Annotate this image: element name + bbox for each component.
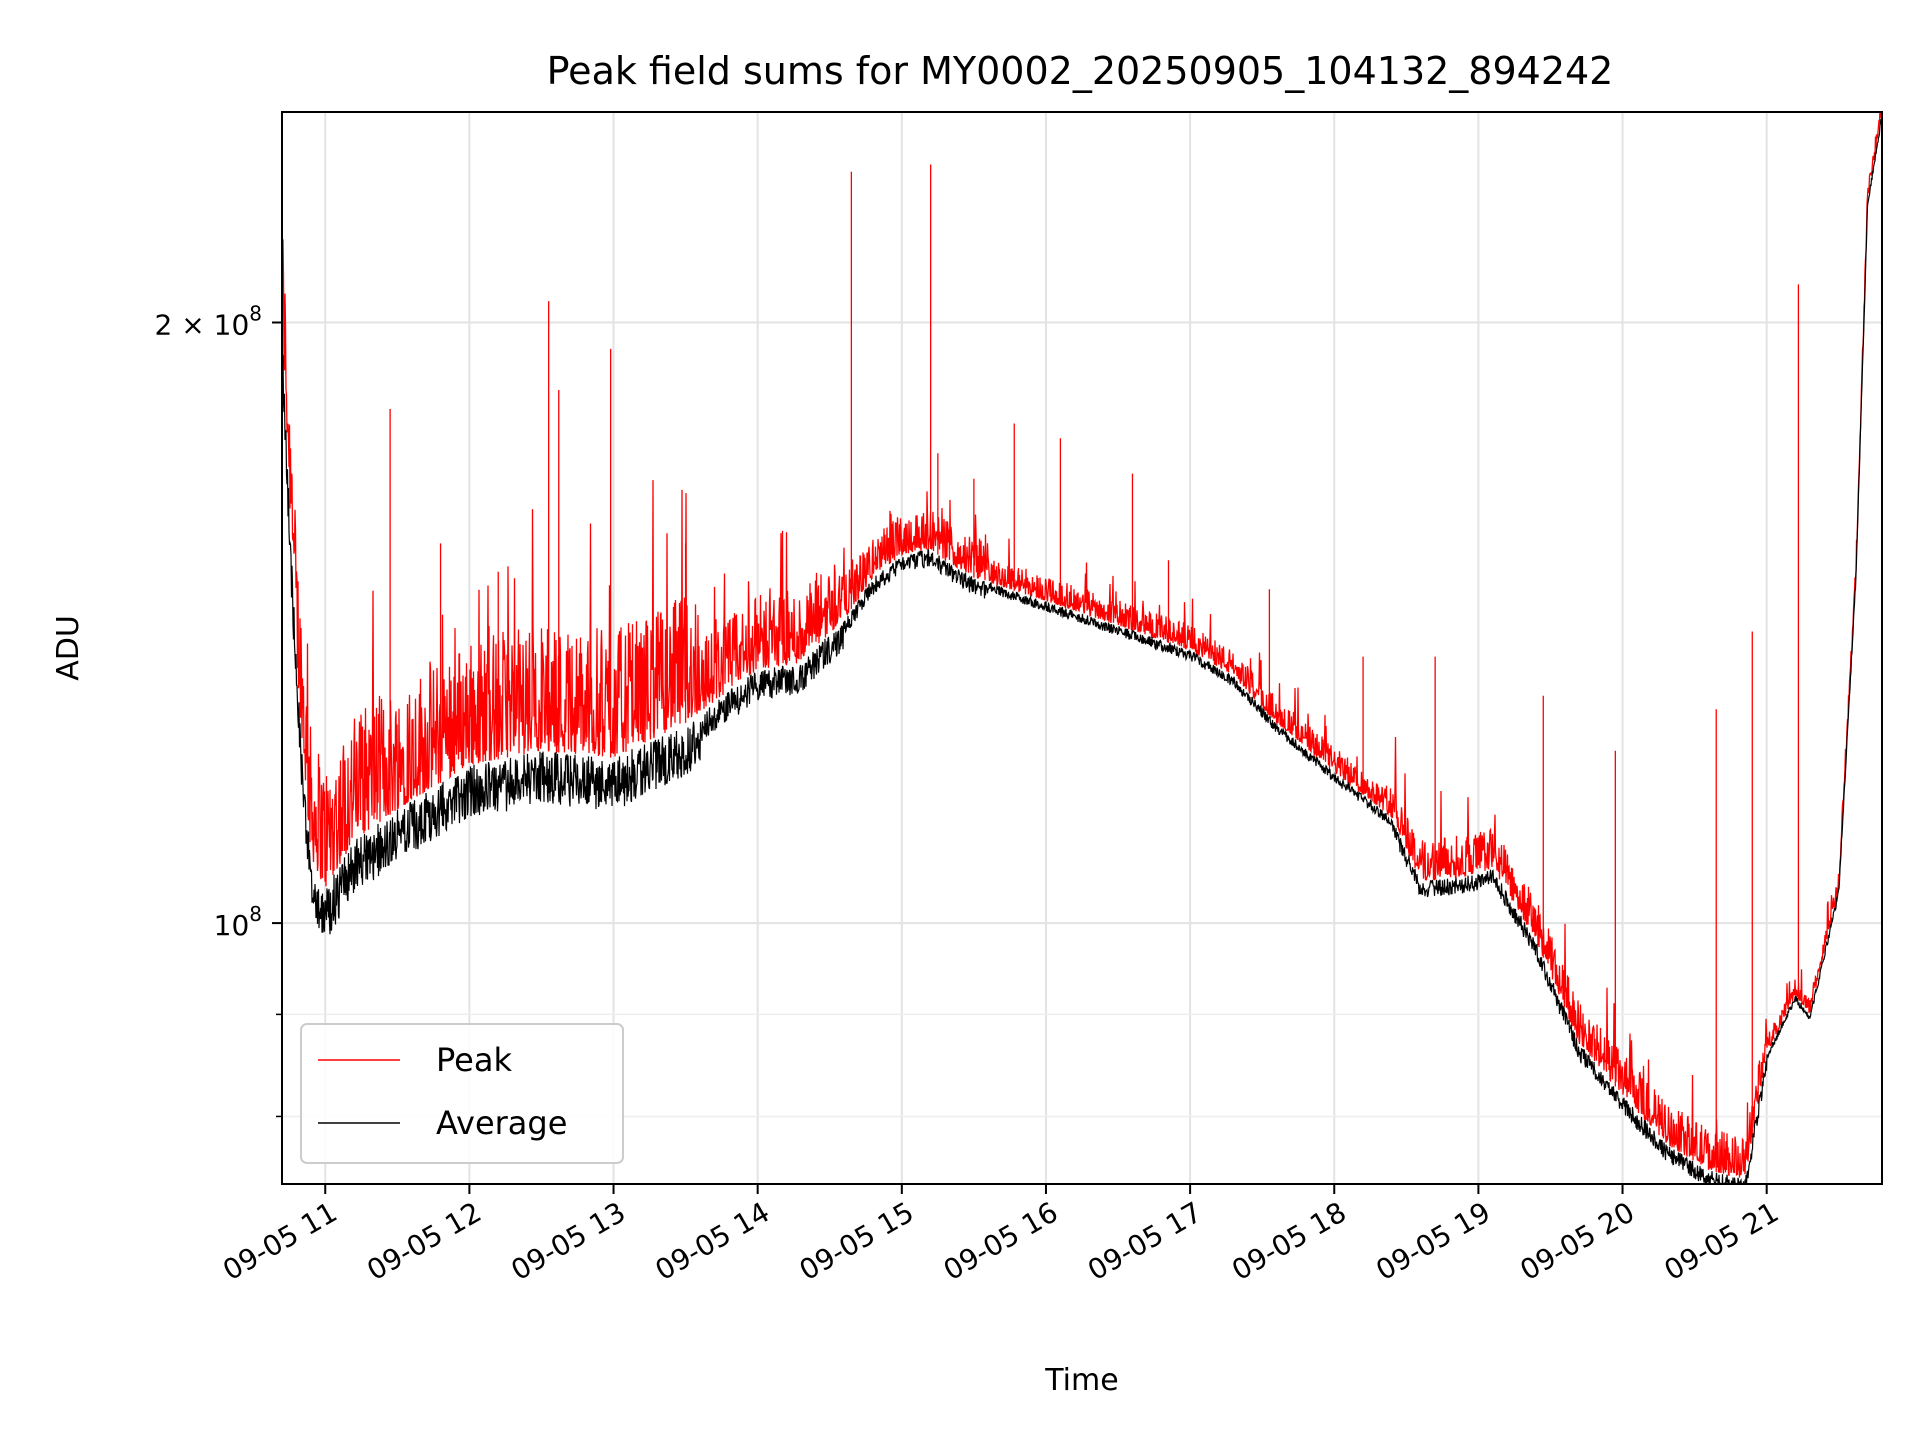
peak-series-line (282, 112, 1882, 1178)
plot-area (282, 112, 1882, 1184)
legend: Peak Average (300, 1023, 624, 1164)
plot-frame (281, 111, 1883, 1185)
y-tick-label: 2 × 108 (155, 302, 262, 342)
average-series-line (282, 113, 1882, 1184)
y-axis-label: ADU (51, 615, 86, 681)
chart-title: Peak field sums for MY0002_20250905_1041… (547, 49, 1614, 93)
y-axis: 108 2 × 108 (155, 302, 282, 1118)
x-axis-label: Time (1044, 1363, 1118, 1398)
y-tick-label: 108 (214, 902, 262, 942)
legend-average-label: Average (436, 1104, 567, 1142)
grid (282, 112, 1882, 1184)
legend-peak-label: Peak (436, 1041, 512, 1079)
legend-box (300, 1023, 624, 1164)
